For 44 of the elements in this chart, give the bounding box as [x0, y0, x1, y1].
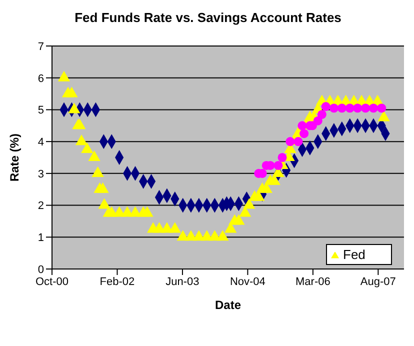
x-tick-label: Nov-04	[230, 276, 266, 288]
x-tick-label: Jun-03	[166, 276, 200, 288]
point	[96, 182, 109, 193]
y-tick-label: 4	[38, 136, 44, 148]
chart-title: Fed Funds Rate vs. Savings Account Rates	[74, 9, 342, 27]
point	[81, 142, 94, 154]
point	[300, 129, 309, 138]
y-tick-label: 7	[38, 40, 44, 53]
point	[274, 160, 283, 170]
point	[377, 104, 386, 113]
point	[98, 198, 110, 209]
point	[243, 198, 256, 209]
y-tick-label: 1	[38, 232, 44, 244]
point	[168, 222, 181, 233]
point	[353, 104, 362, 113]
point	[345, 104, 354, 113]
x-tick-label: Oct-00	[35, 276, 69, 288]
y-tick-label: 3	[38, 168, 44, 180]
point	[368, 104, 378, 113]
x-tick-label: Aug-07	[360, 276, 396, 288]
point	[294, 137, 303, 146]
point	[321, 102, 330, 112]
point	[88, 150, 100, 162]
legend-label: Fed	[343, 247, 366, 262]
point	[313, 116, 322, 126]
point	[337, 104, 346, 113]
point	[141, 206, 154, 217]
point	[232, 214, 245, 225]
point	[329, 104, 338, 113]
y-tick-label: 0	[38, 264, 44, 276]
y-tick-label: 5	[38, 104, 44, 117]
y-tick-label: 2	[38, 200, 44, 212]
point	[286, 137, 295, 146]
point	[278, 152, 287, 162]
point	[317, 110, 326, 119]
y-tick-label: 6	[38, 72, 44, 85]
x-axis-title: Date	[214, 298, 242, 312]
x-tick-label: Mar-06	[296, 276, 330, 288]
point	[216, 230, 229, 241]
x-tick-label: Feb-02	[100, 276, 135, 288]
point	[361, 104, 370, 113]
point	[75, 134, 88, 146]
y-axis-title: Rate (%)	[7, 133, 22, 182]
point	[92, 166, 104, 177]
